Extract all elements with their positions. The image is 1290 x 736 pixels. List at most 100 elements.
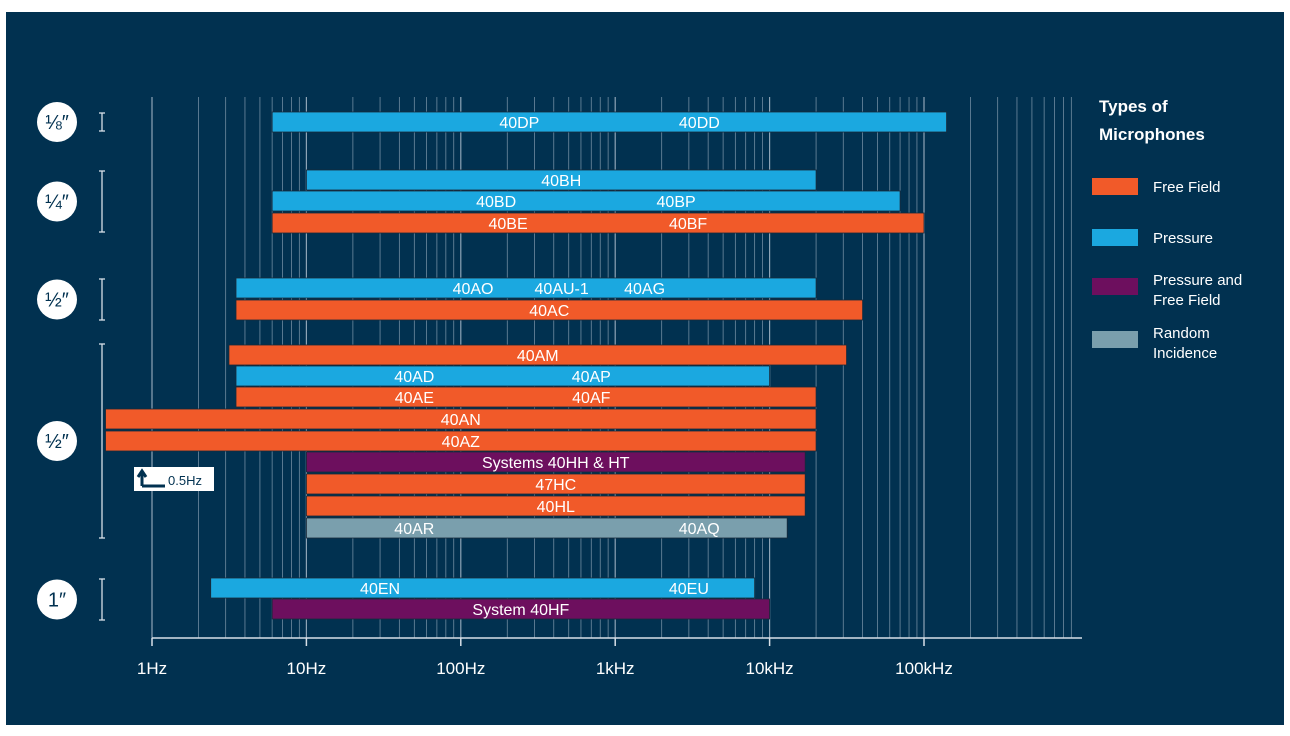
bar-40ac: 40AC — [235, 299, 863, 321]
bar-label: 40AU-1 — [535, 281, 589, 298]
bar-label: 40EU — [669, 581, 709, 598]
bar-rect — [105, 408, 817, 430]
legend-entry-random: Random Incidence — [1092, 325, 1217, 362]
legend-swatch — [1092, 278, 1138, 295]
bar-label: 40EN — [360, 581, 400, 598]
x-tick-label: 10Hz — [287, 659, 327, 678]
bar-rect — [235, 277, 817, 299]
legend-label: Random — [1153, 325, 1210, 342]
bar-label: 40AG — [624, 281, 665, 298]
bar-rect — [235, 365, 770, 387]
bar-label: 40BH — [541, 173, 581, 190]
size-group: ¼″ — [37, 170, 105, 233]
x-tick-label: 10kHz — [746, 659, 794, 678]
legend-label: Pressure — [1153, 230, 1213, 247]
legend-entry-free-field: Free Field — [1092, 178, 1221, 196]
size-group: 1″ — [37, 578, 105, 621]
bar-40be-40bf: 40BE 40BF — [271, 212, 925, 234]
legend-swatch — [1092, 229, 1138, 246]
size-badge-label: ¼″ — [45, 192, 69, 214]
bar-label: 40AF — [572, 390, 610, 407]
bar-label: 40AR — [394, 521, 434, 538]
bar-rect — [305, 169, 817, 191]
size-badge — [37, 181, 77, 222]
legend-label: Incidence — [1153, 345, 1217, 362]
size-badge-label: ½″ — [45, 431, 69, 453]
annotation: 0.5Hz — [134, 467, 214, 491]
bar-label: 40AQ — [679, 521, 720, 538]
legend-title: Types of — [1099, 97, 1168, 116]
size-groups: ⅛″ ¼″ ½″ ½″ 1″ — [37, 102, 105, 621]
bar-label: 40AO — [453, 281, 494, 298]
corner-arrow-icon — [136, 468, 165, 488]
bar-label: 40AD — [394, 369, 434, 386]
bar-40bh: 40BH — [305, 169, 817, 191]
bar-rect — [228, 344, 847, 366]
bar-rect — [305, 473, 806, 495]
bar-label: 40AP — [572, 369, 611, 386]
bar-rect — [105, 430, 817, 452]
legend-label: Pressure and — [1153, 272, 1242, 289]
bar-system-40hf: System 40HF — [271, 598, 771, 620]
bar-40az: 40AZ — [105, 430, 817, 452]
bar-40ae-40af: 40AE 40AF — [235, 386, 817, 408]
x-axis: 1Hz 10Hz 100Hz 1kHz 10kHz 100kHz — [137, 637, 1082, 678]
legend-entry-pressure-free: Pressure and Free Field — [1092, 272, 1242, 309]
bar-label: 40AC — [529, 303, 569, 320]
x-tick-label: 1Hz — [137, 659, 167, 678]
x-tick-label: 100kHz — [895, 659, 953, 678]
size-badge — [37, 279, 77, 320]
bar-rect — [305, 495, 806, 517]
size-badge — [37, 421, 77, 461]
size-group: ½″ — [37, 278, 105, 321]
x-tick-label: 100Hz — [436, 659, 485, 678]
bar-label: 40AE — [395, 390, 434, 407]
bar-rect — [235, 299, 863, 321]
size-badge-label: 1″ — [48, 590, 66, 612]
bar-40en-40eu: 40EN 40EU — [210, 577, 756, 599]
bar-label: 40AN — [441, 412, 481, 429]
bar-label: 40BF — [669, 216, 707, 233]
size-group: ⅛″ — [37, 102, 105, 142]
annotation-label: 0.5Hz — [168, 473, 202, 488]
size-group: ½″ — [37, 343, 105, 539]
bar-rect — [271, 190, 901, 212]
x-tick-label: 1kHz — [596, 659, 635, 678]
bar-label: 40BD — [476, 194, 516, 211]
bar-label: 40AZ — [442, 434, 480, 451]
legend-swatch — [1092, 178, 1138, 195]
bar-rect — [271, 598, 771, 620]
bar-rect — [305, 517, 788, 539]
bar-rect — [271, 212, 925, 234]
bar-40ao-40au-1-40ag: 40AO 40AU-1 40AG — [235, 277, 817, 299]
legend-title: Microphones — [1099, 125, 1205, 144]
bar-label: 40DD — [679, 115, 720, 132]
size-badge — [37, 102, 77, 142]
bar-label: 40AM — [517, 348, 559, 365]
bar-rect — [210, 577, 756, 599]
bar-40an: 40AN — [105, 408, 817, 430]
legend-label: Free Field — [1153, 179, 1221, 196]
bar-40bd-40bp: 40BD 40BP — [271, 190, 901, 212]
bar-label: 40HL — [537, 499, 575, 516]
bar-label: 40BE — [489, 216, 528, 233]
bar-label: 47HC — [535, 477, 576, 494]
size-badge-label: ½″ — [45, 290, 69, 312]
legend: Types of Microphones Free Field Pressure Pre… — [1092, 97, 1242, 362]
bar-40am: 40AM — [228, 344, 847, 366]
bar-label: 40BP — [657, 194, 696, 211]
bar-label: 40DP — [499, 115, 539, 132]
size-badge — [37, 579, 77, 620]
bar-40ad-40ap: 40AD 40AP — [235, 365, 770, 387]
bar-47hc: 47HC — [305, 473, 806, 495]
bar-rect — [305, 451, 806, 473]
bar-systems-40hh-ht: Systems 40HH & HT — [305, 451, 806, 473]
bar-rect — [271, 111, 947, 133]
bar-label: Systems 40HH & HT — [482, 455, 630, 472]
bar-40ar-40aq: 40AR 40AQ — [305, 517, 788, 539]
bar-40hl: 40HL — [305, 495, 806, 517]
bar-label: System 40HF — [472, 602, 569, 619]
